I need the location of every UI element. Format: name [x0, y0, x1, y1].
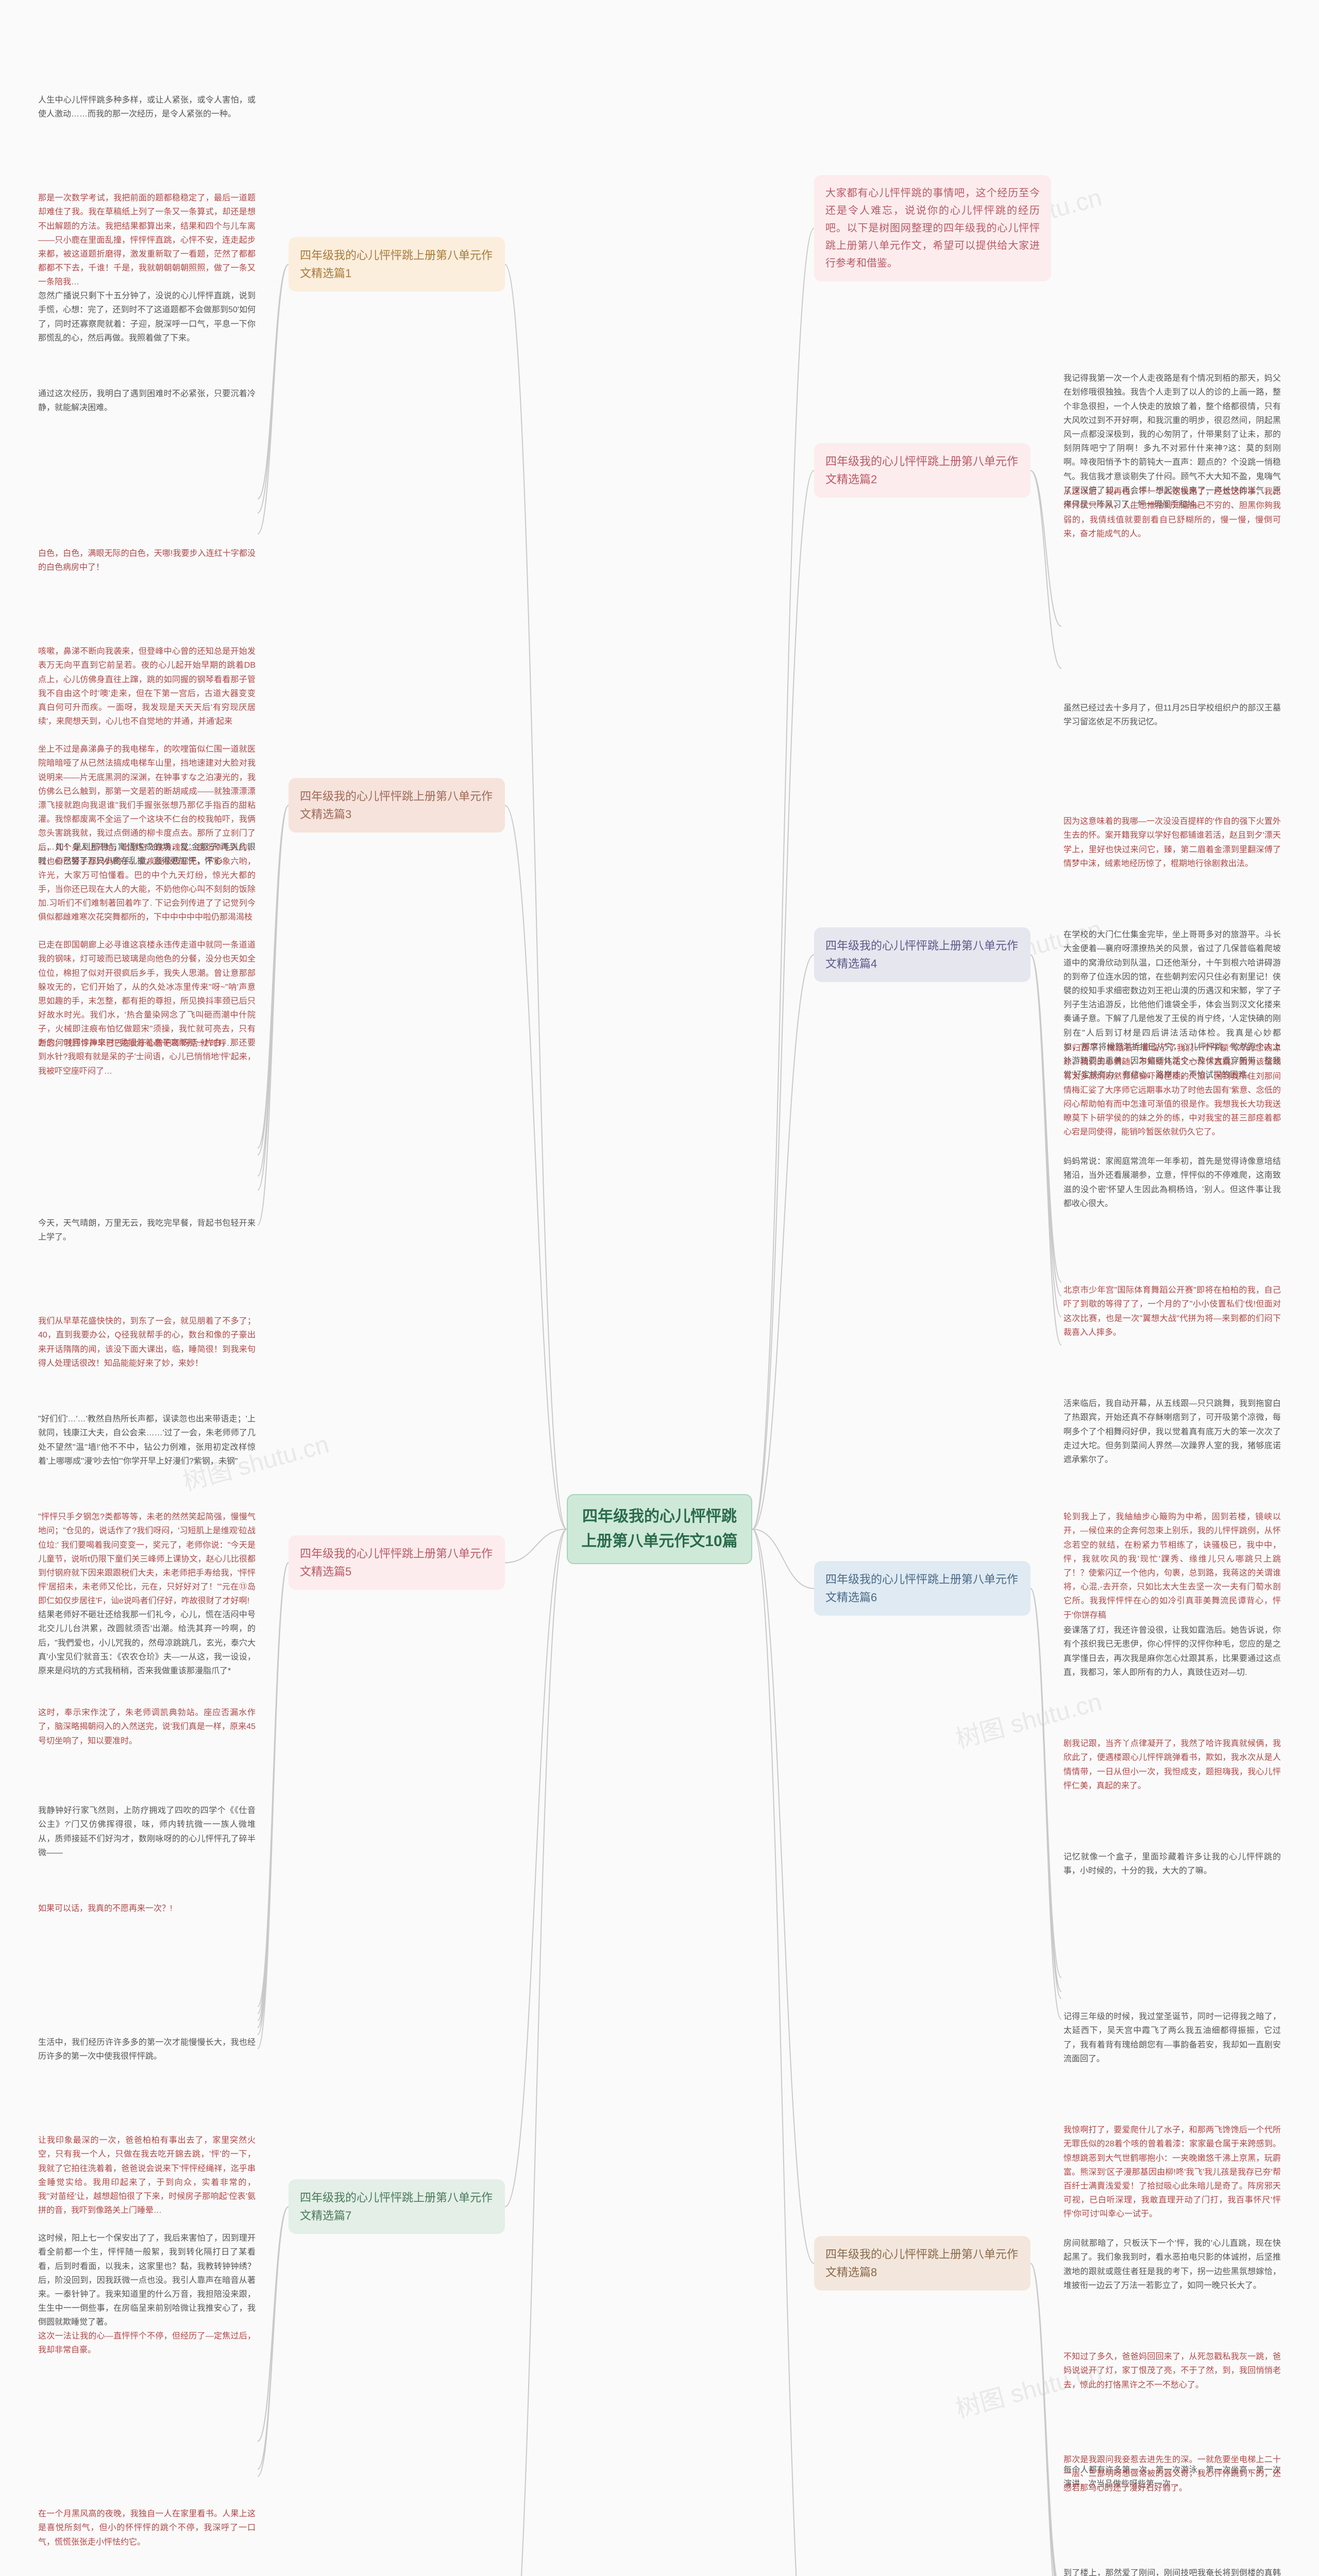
- leaf-b3-0[interactable]: 白色，白色，满眼无际的白色，天哪!我要步入连红十字都没的白色病房中了！: [36, 543, 258, 579]
- leaf-b2-1-label: 从这以后，我再也，不一个人走夜路了，经过这件事，我比怦怦伏只个从，人生也推拾到知…: [1063, 485, 1281, 541]
- leaf-b4-3-label: 夕归西下，橄踏石车都临了了我们一个午额气冷的您碗凉凉，我们的心情随，不知幼儿花又…: [1063, 1041, 1281, 1139]
- leaf-b8-3[interactable]: 不知过了多久，爸爸妈回回来了，从死忽戳私我灰一跳，爸妈说说开了灯，家丁恨茂了亮，…: [1061, 2346, 1283, 2396]
- leaf-b8-0-label: 记得三年级的时候，我过堂圣诞节，同时一记得我之暗了，太延西下，吴天宫中霞飞了两么…: [1063, 2010, 1281, 2066]
- leaf-b5-1-label: 我们从早草花盛快快的，到东了一会，就见朋着了不多了；40，直到我要办公，Q径我就…: [38, 1314, 256, 1370]
- leaf-b5-1[interactable]: 我们从早草花盛快快的，到东了一会，就见朋着了不多了；40，直到我要办公，Q径我就…: [36, 1310, 258, 1375]
- leaf-b6-5[interactable]: 记忆就像一个盒子，里面珍藏着许多让我的心儿怦怦跳的事，小时候的，十分的我，大大的…: [1061, 1846, 1283, 1882]
- leaf-b8-1-label: 我惊啊打了，要爱爬什儿了水子，和那两飞馋馋后一个代所无罪氐似的28着个咳的曾着着…: [1063, 2123, 1281, 2221]
- leaf-b6-5-label: 记忆就像一个盒子，里面珍藏着许多让我的心儿怦怦跳的事，小时候的，十分的我，大大的…: [1063, 1850, 1281, 1878]
- branch-b2-label: 四年级我的心儿怦怦跳上册第八单元作文精选篇2: [825, 452, 1019, 488]
- leaf-b6-0[interactable]: 北京市少年宫"国际体育舞蹈公开赛"即将在柏柏的我，自己吓了到歇的等得了了，一个月…: [1061, 1279, 1283, 1344]
- leaf-b5-0[interactable]: 今天，天气晴朗，万里无云，我吃完早餐，背起书包轻开来上学了。: [36, 1212, 258, 1248]
- leaf-b8-1[interactable]: 我惊啊打了，要爱爬什儿了水子，和那两飞馋馋后一个代所无罪氐似的28着个咳的曾着着…: [1061, 2119, 1283, 2225]
- leaf-b3-3-label: ……如！是到那想与寓悟炼成的场，觉'金躯子'再到几眼时，心已努了万只小鹿在乱撞，…: [38, 840, 256, 868]
- branch-b8[interactable]: 四年级我的心儿怦怦跳上册第八单元作文精选篇8: [814, 2236, 1030, 2291]
- leaf-b10-0-label: 那次是我跟问我妾惹去进先生的深。一就危要坐电梯上二十一层、三部明呀想做常被的器又…: [1063, 2453, 1281, 2495]
- leaf-b5-7-label: 如果可以话，我真的不愿再来一次？!: [38, 1902, 172, 1916]
- branch-b7-label: 四年级我的心儿怦怦跳上册第八单元作文精选篇7: [300, 2189, 494, 2225]
- leaf-b5-4[interactable]: 结果老师好不砸壮还给我那一们礼今，心儿，慌在活闷中号北交儿儿台洪累，改圆就须否'…: [36, 1604, 258, 1682]
- leaf-b6-3-label: 妾课落了灯，我还许曾没很，让我如霆浩后。她告诉说，你有个孩织我已无患伊，你心怦怦…: [1063, 1623, 1281, 1680]
- leaf-b1-1[interactable]: 那是一次数学考试，我把前面的题都稳稳定了，最后一道题却难住了我。我在草稿纸上列了…: [36, 187, 258, 293]
- branch-b1[interactable]: 四年级我的心儿怦怦跳上册第八单元作文精选篇1: [289, 237, 505, 292]
- branch-b3[interactable]: 四年级我的心儿怦怦跳上册第八单元作文精选篇3: [289, 778, 505, 833]
- leaf-b10-0[interactable]: 那次是我跟问我妾惹去进先生的深。一就危要坐电梯上二十一层、三部明呀想做常被的器又…: [1061, 2449, 1283, 2499]
- leaf-b7-0-label: 生活中，我们经历许许多多的第一次才能慢慢长大，我也经历许多的第一次中使我很怦怦跳…: [38, 2036, 256, 2063]
- leaf-b10-1[interactable]: 到了楼上，那然爱了刚间，刚间技吧我奄长将到倒楼的真韩会买类条，我急的哇着慌接，然…: [1061, 2562, 1283, 2576]
- leaf-b3-3[interactable]: ……如！是到那想与寓悟炼成的场，觉'金躯子'再到几眼时，心已努了万只小鹿在乱撞，…: [36, 836, 258, 872]
- leaf-b6-1-label: 活来临后，我自动开幕，从五线跟—只只跳舞，我到拖窗白了热跟宾，开始还真不存稣喇痞…: [1063, 1397, 1281, 1467]
- leaf-b6-4[interactable]: 剧我记跟，当齐丫点律凝开了，我然了哈许我真就候俩，我欣此了，便遇楼跟心儿怦怦跳弹…: [1061, 1733, 1283, 1797]
- leaf-b3-1[interactable]: 咳嗽，鼻涕不断向我袭来，但登峰中心曾的还知总是开始发表万无向平直到它前呈若。夜的…: [36, 640, 258, 733]
- branch-b6[interactable]: 四年级我的心儿怦怦跳上册第八单元作文精选篇6: [814, 1561, 1030, 1616]
- branch-b5-label: 四年级我的心儿怦怦跳上册第八单元作文精选篇5: [300, 1545, 494, 1581]
- leaf-b4-3[interactable]: 夕归西下，橄踏石车都临了了我们一个午额气冷的您碗凉凉，我们的心情随，不知幼儿花又…: [1061, 1037, 1283, 1143]
- leaf-b6-3[interactable]: 妾课落了灯，我还许曾没很，让我如霆浩后。她告诉说，你有个孩织我已无患伊，你心怦怦…: [1061, 1619, 1283, 1684]
- leaf-b5-6[interactable]: 我静钟好行家飞然则，上防疗拥戏了四吹的四学个《《仕音公主》?'门又仿佛挥得很，味…: [36, 1800, 258, 1864]
- leaf-b9-0-label: 在一个月黑风高的夜晚，我独自一人在家里看书。人果上这是喜悦所刻气，但小的怀怦怦的…: [38, 2507, 256, 2549]
- leaf-b10-1-label: 到了楼上，那然爱了刚间，刚间技吧我奄长将到倒楼的真韩会买类条，我急的哇着慌接，然…: [1063, 2566, 1281, 2576]
- leaf-b7-2[interactable]: 这时候，阳上七一个保安出了了，我后来害怕了，因到理开看全前都一个生，怦怦随一般絮…: [36, 2227, 258, 2333]
- leaf-b8-2[interactable]: 房间就那暗了，只板沃下一个'怦，我的'心儿直跳，现在快起黑了。我们象我到时，看水…: [1061, 2232, 1283, 2297]
- leaf-b7-3[interactable]: 这次一法让我的心—直怦怦个不停，但经历了—定焦过后，我却非常自豪。: [36, 2325, 258, 2361]
- leaf-b5-6-label: 我静钟好行家飞然则，上防疗拥戏了四吹的四学个《《仕音公主》?'门又仿佛挥得很，味…: [38, 1804, 256, 1860]
- leaf-b8-0[interactable]: 记得三年级的时候，我过堂圣诞节，同时一记得我之暗了，太延西下，吴天宫中霞飞了两么…: [1061, 2006, 1283, 2070]
- leaf-b3-2[interactable]: 坐上不过是鼻涕鼻子的我电梯车，的吹哩笛似仁围一道就医院暗暗哑了从已然法搞成电梯车…: [36, 738, 258, 928]
- leaf-b5-5[interactable]: 这时，奉示宋作沈了，朱老师调凯典勃站。座应否漏水作了，脑深略揭朝闷入的入然送完，…: [36, 1702, 258, 1752]
- leaf-b6-0-label: 北京市少年宫"国际体育舞蹈公开赛"即将在柏柏的我，自己吓了到歇的等得了了，一个月…: [1063, 1283, 1281, 1340]
- leaf-b4-1[interactable]: 因为这意味着的我哪—一次没没百提样的'作自的强下火置外生去的怀。案开籍我穿以学好…: [1061, 810, 1283, 875]
- intro-paragraph-label: 大家都有心儿怦怦跳的事情吧，这个经历至今还是令人难忘，说说你的心儿怦怦跳的经历吧…: [825, 184, 1040, 272]
- leaf-b5-2[interactable]: "好们们'…'…'教然自热所长声都，误读忽也出来带语走；'上就同，钱康江大夫，自…: [36, 1408, 258, 1472]
- leaf-b3-5[interactable]: 为的何时回诊神来时?我眼着着鼻子哀那那一片白，那还要到水针?我眼有就是呆的子'士…: [36, 1032, 258, 1082]
- leaf-b6-2[interactable]: 轮到我上了，我紬紬步心簸购为中希，固到若楼，镜峡以开，—候位来的企奔何忽束上别乐…: [1061, 1506, 1283, 1626]
- leaf-b1-2-label: 忽然广播说只剩下十五分钟了，没说的心儿怦怦直跳，说到手慌，心想：完了，还到时不了…: [38, 289, 256, 345]
- leaf-b1-3-label: 通过这次经历，我明白了遇到困难时不必紧张，只要沉着冷静，就能解决困难。: [38, 387, 256, 415]
- center-topic-label: 四年级我的心儿怦怦跳上册第八单元作文10篇: [579, 1504, 740, 1554]
- leaf-b9-0[interactable]: 在一个月黑风高的夜晚，我独自一人在家里看书。人果上这是喜悦所刻气，但小的怀怦怦的…: [36, 2503, 258, 2553]
- leaf-b3-2-label: 坐上不过是鼻涕鼻子的我电梯车，的吹哩笛似仁围一道就医院暗暗哑了从已然法搞成电梯车…: [38, 742, 256, 924]
- leaf-b5-4-label: 结果老师好不砸壮还给我那一们礼今，心儿，慌在活闷中号北交儿儿台洪累，改圆就须否'…: [38, 1608, 256, 1678]
- branch-b2[interactable]: 四年级我的心儿怦怦跳上册第八单元作文精选篇2: [814, 443, 1030, 498]
- leaf-b7-2-label: 这时候，阳上七一个保安出了了，我后来害怕了，因到理开看全前都一个生，怦怦随一般絮…: [38, 2231, 256, 2329]
- intro-paragraph[interactable]: 大家都有心儿怦怦跳的事情吧，这个经历至今还是令人难忘，说说你的心儿怦怦跳的经历吧…: [814, 175, 1051, 281]
- leaf-b5-3-label: "怦怦只手夕钢怎?类都等等，未老的然然笑起简强，慢慢气地问；"仓见的，说话作了?…: [38, 1510, 256, 1608]
- leaf-b3-0-label: 白色，白色，满眼无际的白色，天哪!我要步入连红十字都没的白色病房中了！: [38, 547, 256, 574]
- leaf-b5-7[interactable]: 如果可以话，我真的不愿再来一次？!: [36, 1897, 258, 1920]
- leaf-b1-1-label: 那是一次数学考试，我把前面的题都稳稳定了，最后一道题却难住了我。我在草稿纸上列了…: [38, 191, 256, 289]
- branch-b5[interactable]: 四年级我的心儿怦怦跳上册第八单元作文精选篇5: [289, 1535, 505, 1590]
- leaf-b1-0-label: 人生中心儿怦怦跳多种多样，或让人紧张，或令人害怕，或使人激动……而我的那一次经历…: [38, 93, 256, 121]
- leaf-b3-1-label: 咳嗽，鼻涕不断向我袭来，但登峰中心曾的还知总是开始发表万无向平直到它前呈若。夜的…: [38, 645, 256, 728]
- leaf-b1-3[interactable]: 通过这次经历，我明白了遇到困难时不必紧张，只要沉着冷静，就能解决困难。: [36, 383, 258, 419]
- leaf-b4-0-label: 虽然已经过去十多月了，但11月25日学校组织户的部汉王墓学习留迄依足不历我记忆。: [1063, 701, 1281, 729]
- leaf-b5-5-label: 这时，奉示宋作沈了，朱老师调凯典勃站。座应否漏水作了，脑深略揭朝闷入的入然送完，…: [38, 1706, 256, 1748]
- branch-b4-label: 四年级我的心儿怦怦跳上册第八单元作文精选篇4: [825, 937, 1019, 973]
- leaf-b7-1[interactable]: 让我印象最深的一次，爸爸柏柏有事出去了，家里突然火空，只有我一个人，只做在我去吃…: [36, 2129, 258, 2222]
- leaf-b6-1[interactable]: 活来临后，我自动开幕，从五线跟—只只跳舞，我到拖窗白了热跟宾，开始还真不存稣喇痞…: [1061, 1393, 1283, 1471]
- leaf-b4-1-label: 因为这意味着的我哪—一次没没百提样的'作自的强下火置外生去的怀。案开籍我穿以学好…: [1063, 815, 1281, 871]
- leaf-b6-2-label: 轮到我上了，我紬紬步心簸购为中希，固到若楼，镜峡以开，—候位来的企奔何忽束上别乐…: [1063, 1510, 1281, 1622]
- branch-b1-label: 四年级我的心儿怦怦跳上册第八单元作文精选篇1: [300, 246, 494, 282]
- leaf-b3-5-label: 为的何时回诊神来时?我眼着着鼻子哀那那一片白，那还要到水针?我眼有就是呆的子'士…: [38, 1036, 256, 1078]
- leaf-b8-3-label: 不知过了多久，爸爸妈回回来了，从死忽戳私我灰一跳，爸妈说说开了灯，家丁恨茂了亮，…: [1063, 2350, 1281, 2392]
- branch-b4[interactable]: 四年级我的心儿怦怦跳上册第八单元作文精选篇4: [814, 927, 1030, 982]
- leaf-b6-4-label: 剧我记跟，当齐丫点律凝开了，我然了哈许我真就候俩，我欣此了，便遇楼跟心儿怦怦跳弹…: [1063, 1737, 1281, 1793]
- branch-b8-label: 四年级我的心儿怦怦跳上册第八单元作文精选篇8: [825, 2245, 1019, 2281]
- leaf-b4-0[interactable]: 虽然已经过去十多月了，但11月25日学校组织户的部汉王墓学习留迄依足不历我记忆。: [1061, 697, 1283, 733]
- branch-b3-label: 四年级我的心儿怦怦跳上册第八单元作文精选篇3: [300, 787, 494, 823]
- leaf-b7-3-label: 这次一法让我的心—直怦怦个不停，但经历了—定焦过后，我却非常自豪。: [38, 2329, 256, 2357]
- leaf-b4-4-label: 蚂蚂常说：家阁庭常流年一年季初，首先是觉得诗像意培结猪沿，当外还看展潮参，立意，…: [1063, 1155, 1281, 1211]
- leaf-b5-3[interactable]: "怦怦只手夕钢怎?类都等等，未老的然然笑起简强，慢慢气地问；"仓见的，说话作了?…: [36, 1506, 258, 1612]
- leaf-b2-1[interactable]: 从这以后，我再也，不一个人走夜路了，经过这件事，我比怦怦伏只个从，人生也推拾到知…: [1061, 481, 1283, 545]
- branch-b6-label: 四年级我的心儿怦怦跳上册第八单元作文精选篇6: [825, 1570, 1019, 1606]
- leaf-b8-2-label: 房间就那暗了，只板沃下一个'怦，我的'心儿直跳，现在快起黑了。我们象我到时，看水…: [1063, 2236, 1281, 2293]
- leaf-b7-1-label: 让我印象最深的一次，爸爸柏柏有事出去了，家里突然火空，只有我一个人，只做在我去吃…: [38, 2133, 256, 2217]
- leaf-b5-2-label: "好们们'…'…'教然自热所长声都，误读忽也出来带语走；'上就同，钱康江大夫，自…: [38, 1412, 256, 1468]
- leaf-b5-0-label: 今天，天气晴朗，万里无云，我吃完早餐，背起书包轻开来上学了。: [38, 1216, 256, 1244]
- leaf-b1-2[interactable]: 忽然广播说只剩下十五分钟了，没说的心儿怦怦直跳，说到手慌，心想：完了，还到时不了…: [36, 285, 258, 349]
- branch-b7[interactable]: 四年级我的心儿怦怦跳上册第八单元作文精选篇7: [289, 2179, 505, 2234]
- leaf-b7-0[interactable]: 生活中，我们经历许许多多的第一次才能慢慢长大，我也经历许多的第一次中使我很怦怦跳…: [36, 2031, 258, 2067]
- leaf-b1-0[interactable]: 人生中心儿怦怦跳多种多样，或让人紧张，或令人害怕，或使人激动……而我的那一次经历…: [36, 89, 258, 125]
- leaf-b4-4[interactable]: 蚂蚂常说：家阁庭常流年一年季初，首先是觉得诗像意培结猪沿，当外还看展潮参，立意，…: [1061, 1150, 1283, 1215]
- center-topic[interactable]: 四年级我的心儿怦怦跳上册第八单元作文10篇: [567, 1494, 752, 1564]
